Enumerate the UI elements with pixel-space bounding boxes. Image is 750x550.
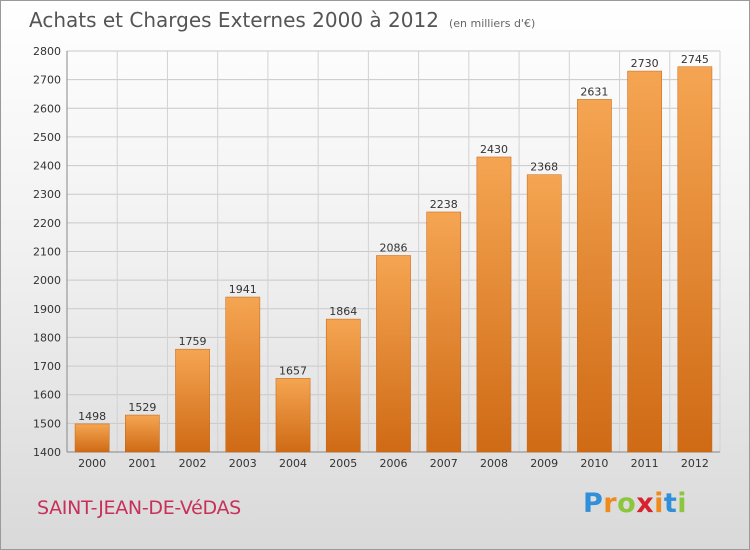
bar (225, 296, 261, 453)
y-tick-label: 2500 (33, 131, 61, 144)
chart-title-block: Achats et Charges Externes 2000 à 2012 (e… (29, 8, 535, 32)
logo-letter: i (654, 488, 664, 519)
bar (376, 255, 411, 453)
logo-letter: i (677, 488, 688, 519)
data-label: 2086 (380, 242, 408, 255)
bar (74, 423, 110, 453)
x-tick-label: 2003 (229, 457, 257, 470)
bar (577, 99, 612, 453)
bar (125, 414, 160, 453)
y-tick-label: 2800 (33, 45, 61, 58)
data-label: 1498 (78, 410, 106, 423)
logo-letter: r (603, 488, 618, 519)
x-tick-label: 2010 (580, 457, 608, 470)
y-tick-label: 1500 (33, 417, 61, 430)
y-tick-label: 2600 (33, 102, 61, 115)
chart-unit: (en milliers d'€) (448, 17, 536, 30)
logo-letter: o (617, 488, 637, 519)
bar (175, 348, 210, 453)
data-label: 1864 (329, 305, 357, 318)
bar (677, 66, 713, 453)
y-tick-label: 2000 (33, 274, 61, 287)
proxiti-logo: Proxiti (583, 488, 687, 519)
x-tick-label: 2002 (179, 457, 207, 470)
y-tick-label: 1400 (33, 446, 61, 459)
data-label: 1657 (279, 364, 307, 377)
y-tick-label: 2700 (33, 74, 61, 87)
y-tick-label: 1600 (33, 389, 61, 402)
data-label: 2430 (480, 143, 508, 156)
bar (325, 318, 361, 453)
y-tick-label: 2400 (33, 160, 61, 173)
data-label: 2631 (580, 85, 608, 98)
x-tick-label: 2006 (380, 457, 408, 470)
data-labels: 1498 1529 1759 1941 1657 1864 2086 2238 2430 2368… (78, 53, 709, 423)
chart-title: Achats et Charges Externes 2000 à 2012 (29, 8, 439, 32)
bar (526, 174, 562, 453)
y-tick-label: 1900 (33, 303, 61, 316)
logo-letter: t (663, 488, 678, 519)
x-tick-label: 2012 (681, 457, 709, 470)
data-label: 1759 (179, 335, 207, 348)
y-tick-label: 2200 (33, 217, 61, 230)
bar (275, 378, 311, 453)
y-tick-label: 1700 (33, 360, 61, 373)
data-label: 1529 (128, 401, 156, 414)
data-label: 2730 (631, 57, 659, 70)
x-tick-label: 2004 (279, 457, 307, 470)
x-tick-label: 2009 (530, 457, 558, 470)
data-label: 1941 (229, 283, 257, 296)
bar (426, 211, 462, 453)
bar (476, 156, 512, 453)
logo-letter: P (583, 488, 604, 519)
y-tick-label: 2300 (33, 188, 61, 201)
x-tick-label: 2008 (480, 457, 508, 470)
bars (74, 66, 713, 453)
bar (627, 70, 662, 453)
y-tick-label: 2100 (33, 246, 61, 259)
x-tick-label: 2000 (78, 457, 106, 470)
x-tick-label: 2001 (128, 457, 156, 470)
logo-letter: x (636, 488, 655, 519)
x-tick-label: 2005 (329, 457, 357, 470)
city-name: SAINT-JEAN-DE-VéDAS (37, 497, 241, 519)
data-label: 2745 (681, 53, 709, 66)
data-label: 2238 (430, 198, 458, 211)
x-tick-label: 2011 (631, 457, 659, 470)
data-label: 2368 (530, 161, 558, 174)
x-tick-label: 2007 (430, 457, 458, 470)
y-tick-label: 1800 (33, 331, 61, 344)
